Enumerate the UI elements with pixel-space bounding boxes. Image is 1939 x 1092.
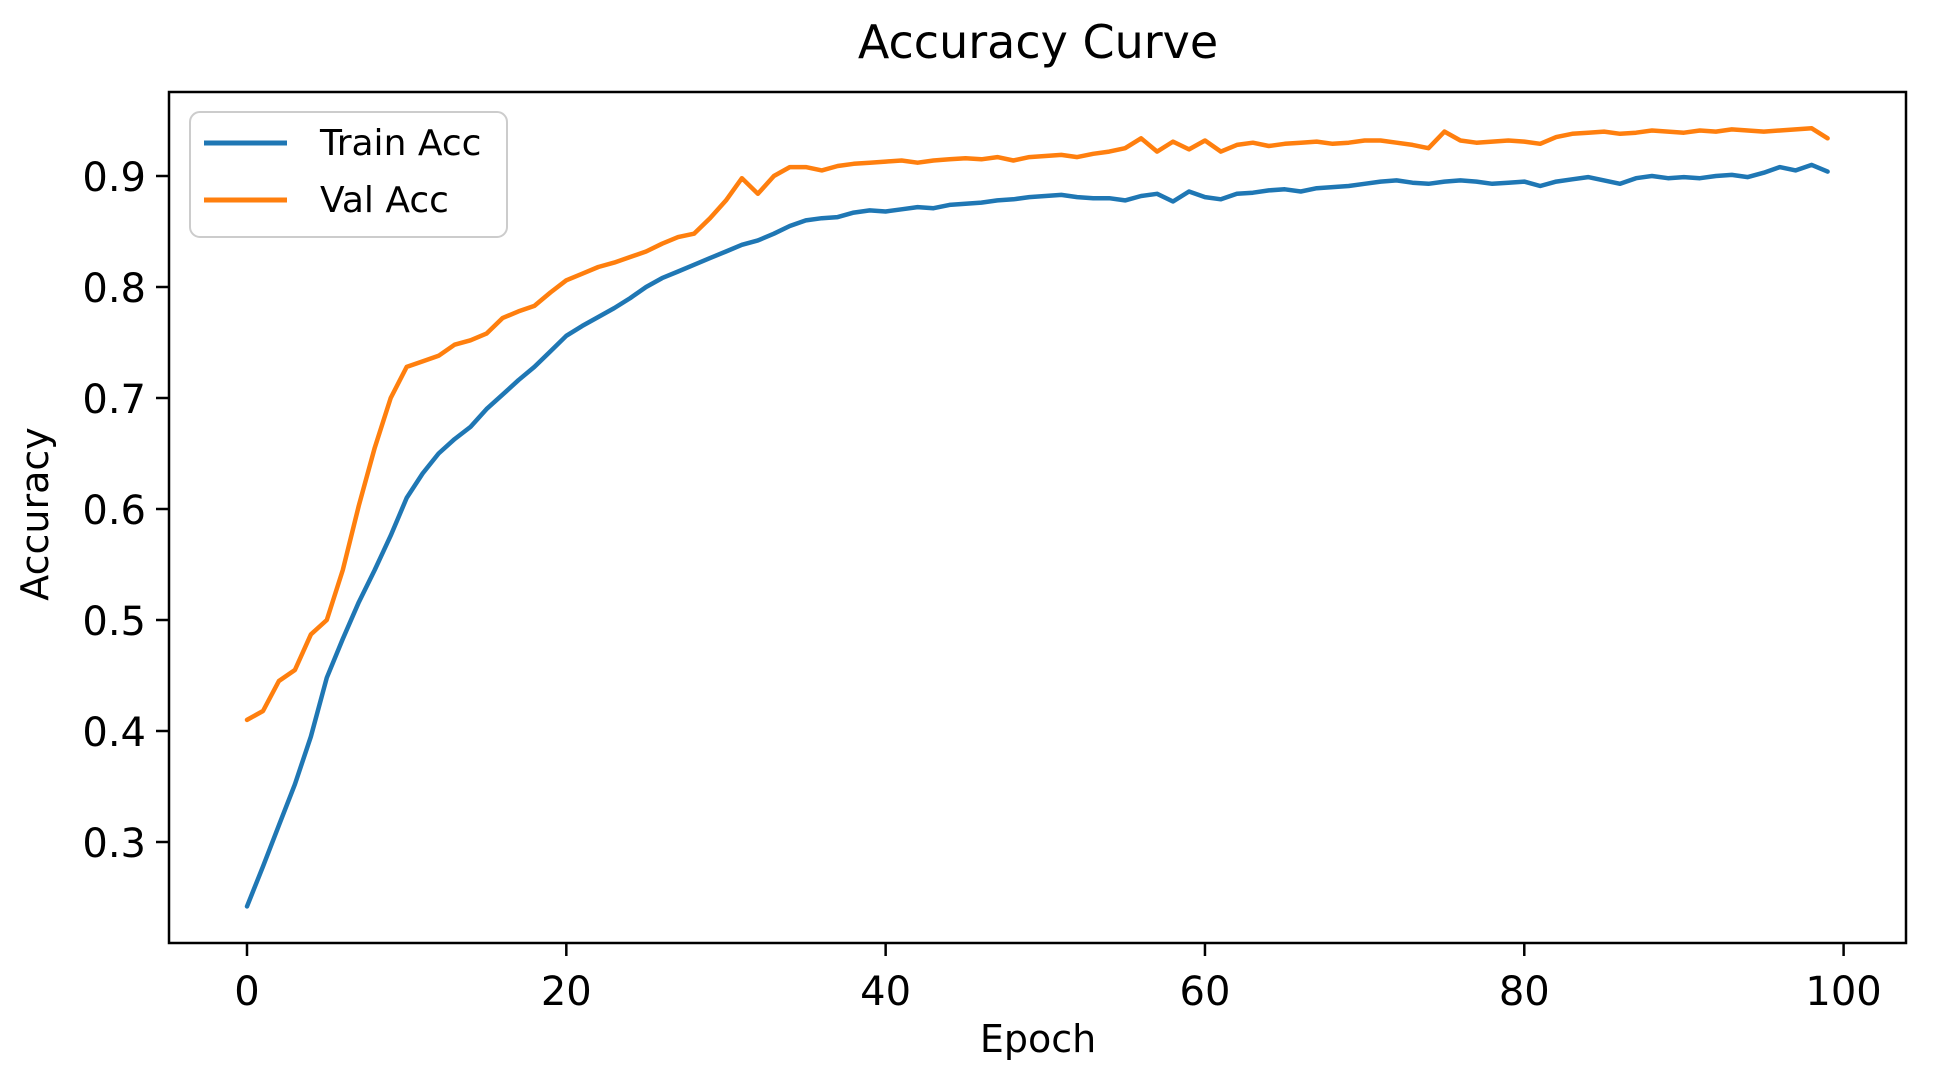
legend-train-label: Train Acc	[319, 123, 481, 164]
x-tick-label-60: 60	[1180, 969, 1231, 1015]
x-axis-label: Epoch	[980, 1017, 1096, 1061]
y-tick-label-0.4: 0.4	[82, 710, 146, 756]
x-tick-label-80: 80	[1499, 969, 1550, 1015]
y-tick-label-0.5: 0.5	[82, 599, 146, 645]
series-lines	[244, 126, 1830, 909]
series-line-val-acc	[244, 126, 1830, 723]
series-line-train-acc	[244, 162, 1830, 909]
y-axis-ticks: 0.3 0.4 0.5 0.6 0.7 0.8 0.9	[82, 155, 169, 867]
y-axis-label: Accuracy	[13, 427, 57, 601]
y-tick-label-0.7: 0.7	[82, 377, 146, 423]
y-tick-label-0.6: 0.6	[82, 488, 146, 534]
x-tick-label-100: 100	[1805, 969, 1881, 1015]
x-tick-label-40: 40	[860, 969, 911, 1015]
legend-val-label: Val Acc	[320, 180, 449, 221]
legend-entry-train: Train Acc	[204, 123, 481, 164]
x-axis-ticks: 0 20 40 60 80 100	[234, 943, 1882, 1015]
y-tick-label-0.3: 0.3	[82, 821, 146, 867]
y-tick-label-0.9: 0.9	[82, 155, 146, 201]
y-tick-label-0.8: 0.8	[82, 266, 146, 312]
x-tick-label-20: 20	[541, 969, 592, 1015]
legend-entry-val: Val Acc	[204, 180, 449, 221]
chart-title: Accuracy Curve	[858, 15, 1218, 69]
legend: Train Acc Val Acc	[189, 111, 508, 238]
x-tick-label-0: 0	[234, 969, 259, 1015]
plot-border	[167, 90, 1908, 945]
